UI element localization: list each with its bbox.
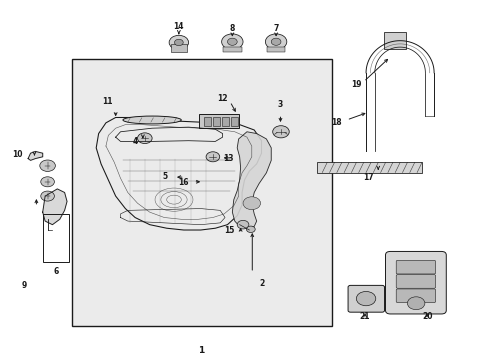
Text: 19: 19 xyxy=(350,80,361,89)
Circle shape xyxy=(243,197,260,210)
Text: 3: 3 xyxy=(277,100,283,109)
FancyBboxPatch shape xyxy=(203,117,211,126)
FancyBboxPatch shape xyxy=(395,260,435,274)
Circle shape xyxy=(246,226,255,233)
Polygon shape xyxy=(28,152,42,160)
Circle shape xyxy=(407,297,424,310)
Circle shape xyxy=(221,34,243,50)
Text: 10: 10 xyxy=(12,150,22,159)
FancyBboxPatch shape xyxy=(230,117,238,126)
Text: 20: 20 xyxy=(421,312,432,321)
Text: 5: 5 xyxy=(163,172,167,181)
Text: 13: 13 xyxy=(222,154,233,163)
Text: 21: 21 xyxy=(359,312,369,321)
Circle shape xyxy=(205,152,219,162)
FancyBboxPatch shape xyxy=(383,32,406,49)
Text: 12: 12 xyxy=(217,94,227,103)
FancyBboxPatch shape xyxy=(199,113,238,128)
Text: 7: 7 xyxy=(273,24,278,33)
Ellipse shape xyxy=(122,116,181,124)
Text: 9: 9 xyxy=(21,281,27,290)
FancyBboxPatch shape xyxy=(395,289,435,302)
Text: 16: 16 xyxy=(178,178,188,187)
FancyBboxPatch shape xyxy=(395,275,435,288)
FancyBboxPatch shape xyxy=(347,285,384,312)
Text: 8: 8 xyxy=(229,24,235,33)
Text: 17: 17 xyxy=(363,173,373,182)
Text: 4: 4 xyxy=(132,137,138,146)
FancyBboxPatch shape xyxy=(170,44,187,52)
Text: 2: 2 xyxy=(258,279,264,288)
Text: 11: 11 xyxy=(102,97,112,106)
Circle shape xyxy=(237,220,248,229)
FancyBboxPatch shape xyxy=(266,48,285,52)
Circle shape xyxy=(40,160,55,171)
FancyBboxPatch shape xyxy=(385,251,446,314)
FancyBboxPatch shape xyxy=(72,59,331,327)
Polygon shape xyxy=(42,189,67,225)
Circle shape xyxy=(169,35,188,50)
Text: 6: 6 xyxy=(54,267,59,276)
Circle shape xyxy=(271,38,281,45)
Circle shape xyxy=(272,126,288,138)
Text: 18: 18 xyxy=(331,118,342,127)
Circle shape xyxy=(41,191,54,201)
FancyBboxPatch shape xyxy=(222,117,229,126)
Circle shape xyxy=(227,38,237,45)
Polygon shape xyxy=(232,132,271,228)
FancyBboxPatch shape xyxy=(317,162,421,173)
Circle shape xyxy=(137,133,152,144)
FancyBboxPatch shape xyxy=(213,117,220,126)
Text: 14: 14 xyxy=(173,22,184,31)
Text: 15: 15 xyxy=(224,225,234,234)
Circle shape xyxy=(174,39,183,46)
Text: 1: 1 xyxy=(197,346,203,355)
FancyBboxPatch shape xyxy=(223,48,241,52)
Circle shape xyxy=(41,177,54,187)
Circle shape xyxy=(356,292,375,306)
Circle shape xyxy=(265,34,286,50)
